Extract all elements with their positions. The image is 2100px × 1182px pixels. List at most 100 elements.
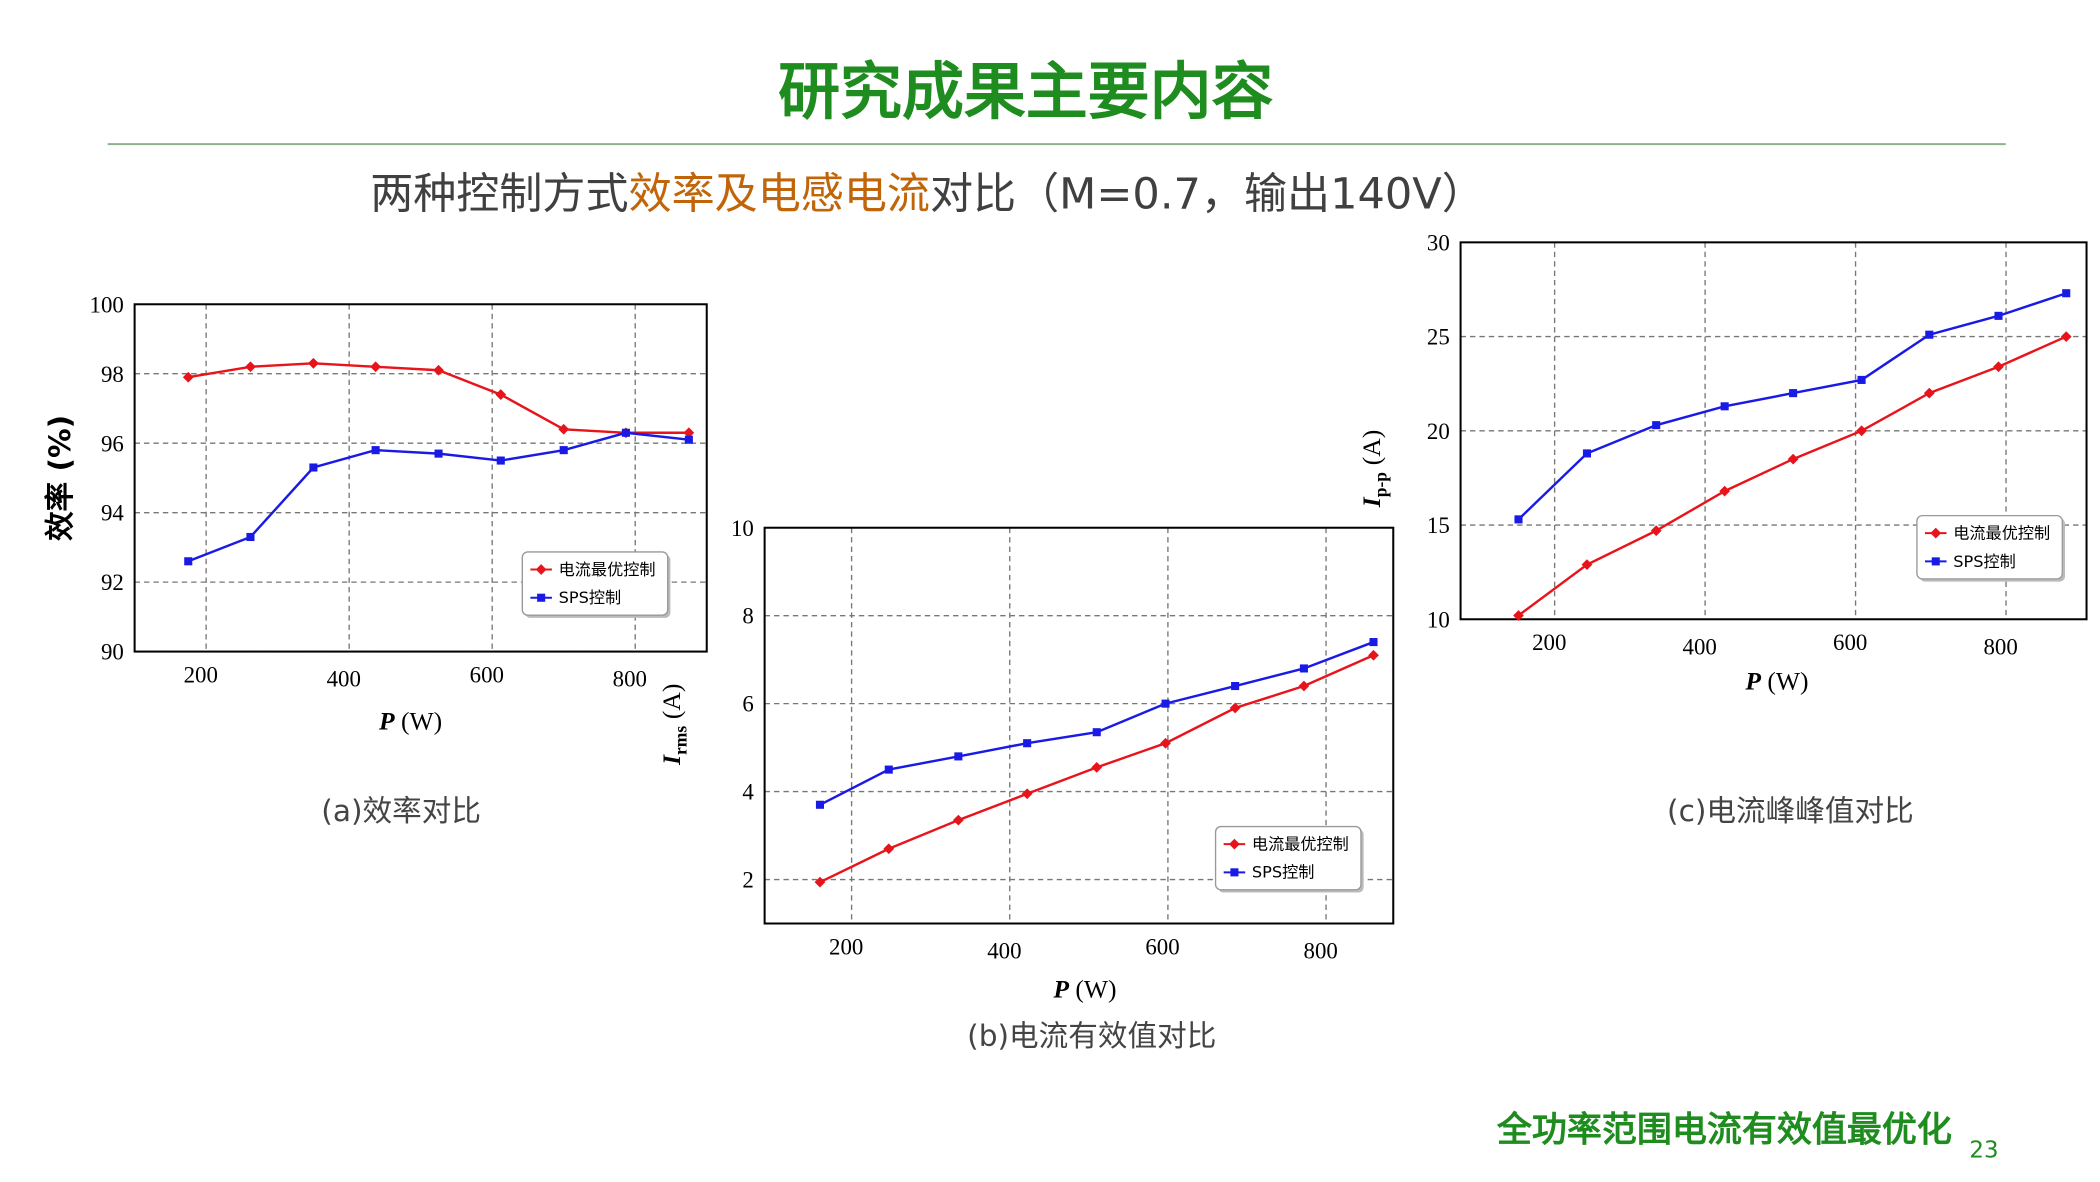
x-tick-label: 800: [1304, 939, 1338, 964]
marker: [1787, 453, 1799, 465]
legend: 电流最优控制 SPS控制: [1916, 514, 2065, 582]
legend-label: SPS控制: [1953, 552, 2016, 571]
x-tick-label: 200: [184, 663, 218, 688]
legend-label: SPS控制: [559, 588, 622, 607]
legend-marker: [1931, 557, 1940, 566]
y-axis-label: Ip-p (A): [1357, 430, 1391, 508]
x-axis-symbol: P: [1744, 666, 1761, 695]
x-axis-label: P (W): [378, 707, 442, 736]
legend-label: 电流最优控制: [1252, 834, 1349, 853]
y-tick-label: 2: [742, 868, 753, 893]
legend-label: 电流最优控制: [1953, 524, 2050, 543]
y-tick-label: 94: [101, 501, 124, 526]
marker: [954, 752, 963, 761]
marker: [1581, 559, 1593, 570]
slide-title: 研究成果主要内容: [778, 56, 1273, 128]
marker: [1652, 421, 1661, 430]
subtitle-part: 两种控制方式: [370, 170, 628, 220]
marker: [558, 423, 570, 435]
marker: [1856, 425, 1867, 437]
x-tick-label: 800: [1983, 634, 2017, 659]
x-axis-label: P (W): [1744, 666, 1808, 695]
chart-caption: (c)电流峰峰值对比: [1667, 794, 1914, 828]
chart-caption: (a)效率对比: [321, 794, 481, 828]
marker: [1231, 682, 1240, 691]
marker: [1514, 515, 1523, 524]
y-axis-label: Irms (A): [657, 684, 691, 766]
marker: [2060, 331, 2072, 342]
subtitle-part: 对比（M=0.7，输出140V）: [930, 170, 1485, 220]
marker: [246, 532, 255, 542]
legend: 电流最优控制 SPS控制: [1214, 825, 1364, 893]
y-tick-label: 4: [742, 780, 754, 805]
marker: [1369, 638, 1378, 647]
marker: [621, 428, 630, 437]
marker: [683, 427, 695, 439]
marker: [1650, 525, 1662, 537]
y-axis-label: 效率 (%): [43, 415, 77, 541]
legend-marker: [1930, 527, 1942, 539]
marker: [1925, 330, 1934, 339]
x-tick-label: 600: [1145, 934, 1179, 959]
marker: [815, 800, 825, 809]
page-number: 23: [1969, 1138, 1998, 1164]
y-tick-label: 25: [1427, 325, 1450, 350]
x-axis-unit: (W): [1075, 975, 1116, 1004]
y-axis-subscript: rms: [671, 726, 691, 755]
marker: [308, 357, 319, 369]
marker: [182, 371, 194, 383]
y-tick-label: 15: [1427, 513, 1450, 538]
plot-frame: [133, 303, 708, 653]
y-tick-label: 20: [1427, 419, 1450, 444]
marker: [1299, 664, 1308, 673]
y-tick-label: 30: [1427, 230, 1450, 255]
subtitle: 两种控制方式效率及电感电流对比（M=0.7，输出140V）: [370, 170, 1485, 220]
subtitle-highlight: 效率及电感电流: [629, 170, 930, 220]
y-axis-symbol: I: [657, 754, 686, 766]
marker: [1582, 449, 1592, 458]
chart: 10 15 20 25 30 200 400 600 800 电流最优控制 SPS控制 P (W) Ip…: [1357, 230, 2088, 828]
y-tick-label: 8: [742, 604, 753, 629]
marker: [433, 364, 444, 376]
y-axis-subscript: p-p: [1371, 472, 1391, 498]
marker: [883, 843, 895, 855]
x-axis-label: P (W): [1052, 975, 1116, 1004]
legend-box: [1214, 825, 1362, 891]
x-axis-symbol: P: [1052, 975, 1069, 1004]
marker: [684, 435, 693, 444]
marker: [434, 449, 443, 458]
y-axis-unit: (A): [657, 684, 686, 720]
marker: [1092, 728, 1101, 737]
x-tick-label: 400: [327, 667, 361, 692]
chart-caption: (b)电流有效值对比: [967, 1019, 1216, 1053]
marker: [496, 456, 505, 465]
plot-frame: [1459, 241, 2088, 621]
x-axis-symbol: P: [378, 707, 395, 736]
legend-label: 电流最优控制: [559, 560, 656, 579]
marker: [1160, 737, 1171, 749]
marker: [1789, 389, 1798, 398]
chart: 90 92 94 96 98 100 200 400 600 800 电流最优控制 SPS控制 P (W…: [43, 292, 708, 828]
marker: [2062, 289, 2071, 298]
marker: [1298, 680, 1310, 692]
x-axis-unit: (W): [401, 707, 442, 736]
y-axis-unit: (A): [1357, 430, 1386, 466]
y-tick-label: 92: [101, 570, 124, 595]
marker: [1994, 311, 2003, 320]
legend-marker: [537, 593, 546, 602]
legend-marker: [1230, 868, 1239, 877]
y-tick-label: 98: [101, 362, 124, 387]
y-axis-symbol: I: [1357, 496, 1386, 508]
y-tick-label: 90: [101, 640, 124, 665]
marker: [1993, 361, 2004, 373]
y-tick-label: 10: [1427, 607, 1450, 632]
x-axis-unit: (W): [1767, 666, 1808, 695]
legend: 电流最优控制 SPS控制: [521, 551, 671, 618]
x-tick-label: 200: [1532, 630, 1566, 655]
marker: [1857, 375, 1866, 384]
y-tick-label: 10: [731, 516, 754, 541]
marker: [1161, 699, 1170, 708]
y-tick-label: 100: [90, 292, 124, 317]
marker: [884, 765, 893, 774]
